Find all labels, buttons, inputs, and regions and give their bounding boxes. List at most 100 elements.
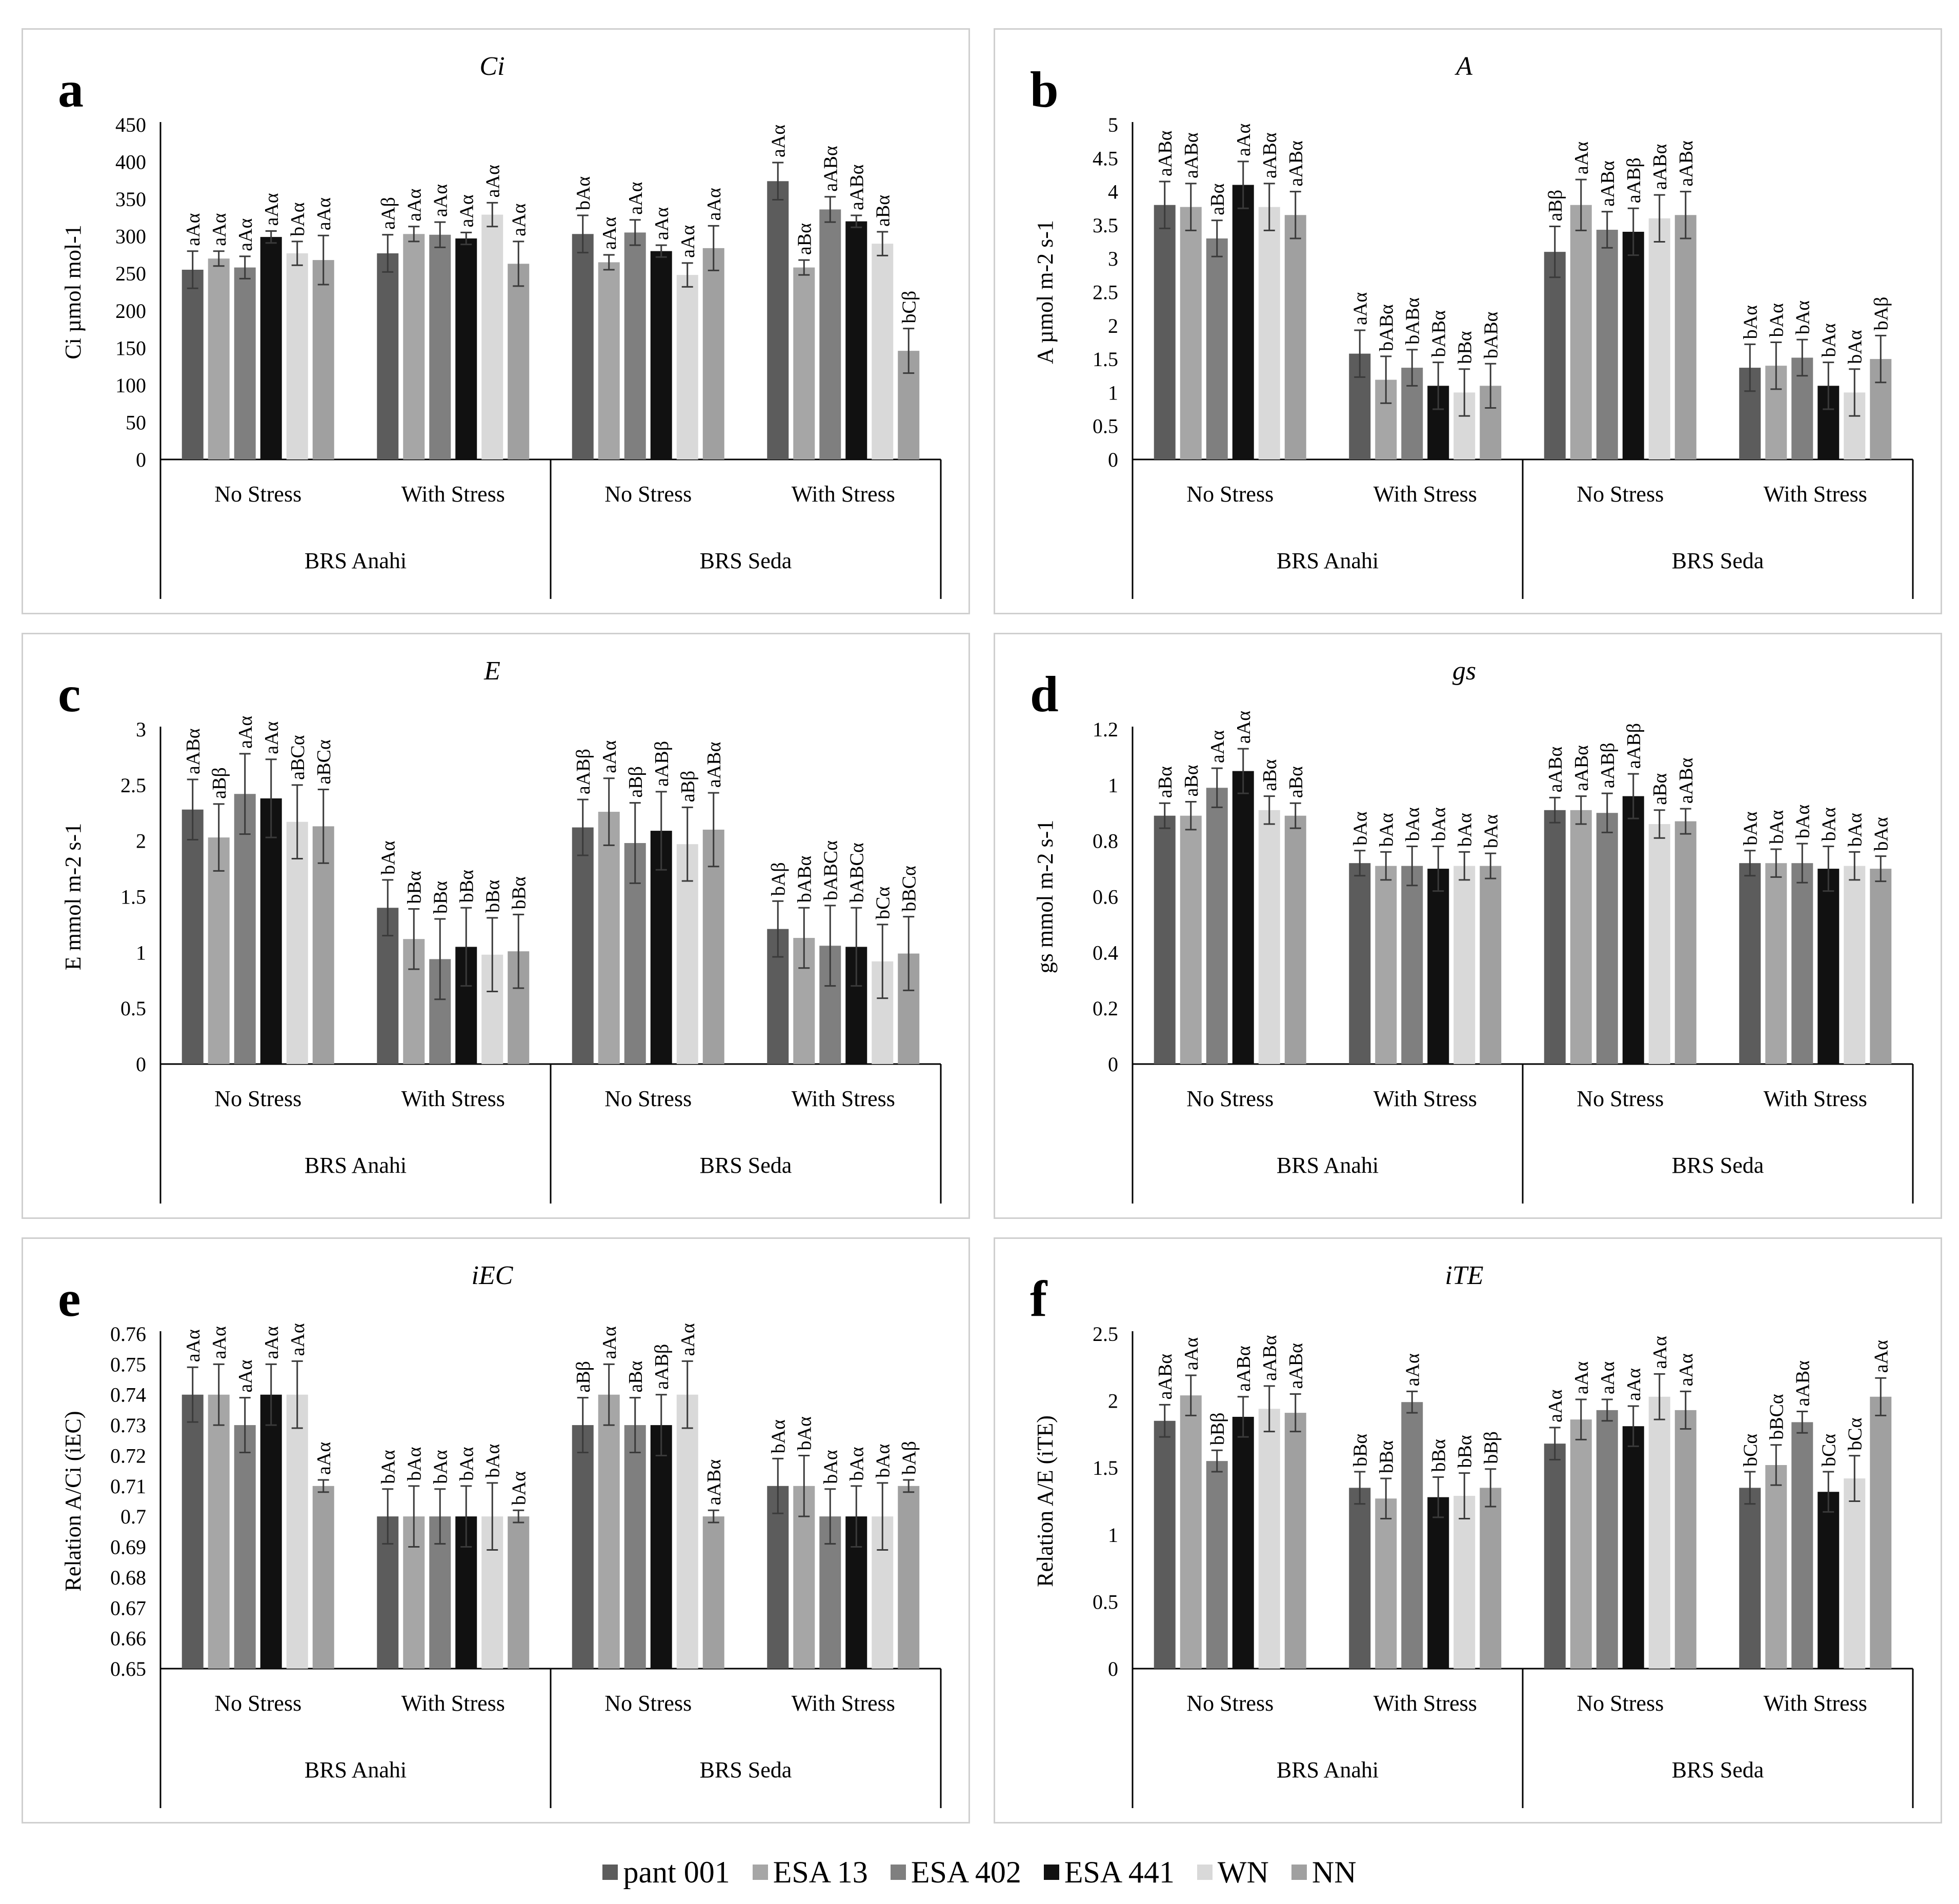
legend-item: WN: [1197, 1855, 1269, 1890]
panel-e: e iEC Relation A/Ci (iEC) 0.65 0.66 0.67 0.68 0…: [22, 1237, 970, 1823]
bar: [508, 264, 530, 459]
bar: [1648, 824, 1670, 1064]
data-label: bAα: [1766, 303, 1787, 337]
y-tick-label: 1: [1108, 381, 1118, 404]
bar: [1817, 1492, 1840, 1669]
data-label: aBβ: [1545, 190, 1566, 222]
data-label: bBβ: [1207, 1413, 1228, 1446]
data-label: aABα: [1285, 1343, 1307, 1389]
data-label: bBα: [508, 876, 530, 909]
data-label: aAα: [1571, 1361, 1592, 1394]
bar: [1453, 1496, 1476, 1669]
bar: [872, 244, 894, 459]
data-label: aBβ: [573, 1361, 594, 1393]
y-tick-label: 0.5: [1093, 415, 1118, 438]
data-label: bAα: [872, 1444, 894, 1477]
x-cultivar-label: BRS Seda: [700, 548, 792, 573]
data-label: bAα: [456, 1447, 477, 1480]
data-label: aAα: [1675, 1353, 1697, 1386]
data-label: aABα: [846, 164, 867, 210]
x-cultivar-label: BRS Anahi: [305, 1153, 407, 1178]
bar: [1739, 863, 1761, 1064]
data-label: aAα: [235, 716, 256, 749]
y-tick-label: 1: [136, 941, 146, 964]
panel-a: a Ci Ci µmol mol-1 0 50 100 150 200 250 300 350 400…: [22, 28, 970, 614]
data-label: aBα: [794, 223, 815, 255]
data-label: aAα: [235, 1359, 256, 1392]
data-label: bBCα: [898, 866, 920, 912]
data-label: aBα: [872, 195, 894, 227]
bar: [1375, 866, 1397, 1064]
data-label: aABα: [820, 146, 841, 192]
data-label: aAα: [599, 740, 620, 773]
y-tick-label: 0.74: [110, 1384, 146, 1407]
bar: [260, 237, 282, 459]
data-label: aAα: [1402, 1353, 1423, 1386]
x-subgroup-label: With Stress: [792, 1086, 895, 1111]
bar: [676, 1394, 698, 1669]
data-label: bCα: [1740, 1434, 1761, 1467]
chart-title: E: [483, 656, 500, 686]
bar: [624, 1425, 646, 1669]
bar: [1648, 218, 1670, 459]
y-tick-label: 3: [1108, 247, 1118, 270]
bar: [1206, 1461, 1228, 1669]
chart-b: b A A µmol m-2 s-1 0 0.5 1 1.5 2 2.5 3 3.5 4 4.5 5 aAB…: [1030, 52, 1914, 599]
data-label: aAα: [183, 1329, 204, 1362]
y-tick-label: 2.5: [120, 774, 146, 797]
bar: [181, 809, 204, 1064]
data-label: aBCα: [313, 739, 335, 785]
bar: [1232, 771, 1254, 1064]
data-label: bBα: [403, 871, 425, 904]
x-subgroup-label: No Stress: [214, 482, 301, 507]
bar: [1232, 185, 1254, 459]
data-label: bAα: [1870, 817, 1892, 851]
y-tick-label: 0.7: [120, 1505, 146, 1528]
data-label: aAα: [261, 721, 282, 754]
y-tick-label: 0.6: [1093, 886, 1118, 909]
data-label: bAα: [573, 176, 594, 210]
x-subgroup-label: No Stress: [1186, 1086, 1274, 1111]
data-label: aAα: [403, 188, 425, 221]
data-label: bAα: [820, 1450, 841, 1484]
data-label: bAα: [1844, 330, 1866, 364]
y-tick-label: 0.71: [110, 1475, 146, 1498]
bar: [1180, 815, 1202, 1064]
bar: [1480, 866, 1502, 1064]
data-label: aABα: [1259, 132, 1281, 178]
y-tick-label: 0: [136, 1053, 146, 1076]
bar: [1817, 869, 1840, 1064]
bar: [1480, 1488, 1502, 1669]
bar: [1570, 810, 1592, 1064]
bar: [1596, 1410, 1618, 1669]
data-label: aAα: [456, 194, 477, 227]
bar: [1180, 207, 1202, 459]
data-label: aAα: [287, 1323, 309, 1356]
data-label: bAα: [1376, 813, 1397, 847]
bar: [1544, 1444, 1566, 1669]
data-label: aABβ: [573, 749, 594, 794]
y-tick-label: 250: [115, 262, 146, 285]
bar: [1427, 1497, 1449, 1669]
data-label: bAα: [1844, 813, 1866, 847]
data-label: aAα: [1571, 142, 1592, 174]
legend-swatch: [602, 1865, 618, 1880]
bar: [260, 798, 282, 1064]
data-label: bBα: [482, 880, 503, 913]
legend-label: WN: [1217, 1855, 1269, 1889]
x-subgroup-label: With Stress: [401, 1086, 505, 1111]
bar: [1870, 1396, 1892, 1669]
bar: [234, 794, 256, 1064]
legend-item: ESA 441: [1043, 1855, 1175, 1890]
y-tick-label: 1: [1108, 774, 1118, 797]
data-label: bABα: [1402, 297, 1423, 345]
y-tick-label: 5: [1108, 113, 1118, 136]
y-tick-label: 1.2: [1093, 718, 1118, 741]
y-tick-label: 0.73: [110, 1414, 146, 1437]
legend-label: ESA 402: [911, 1855, 1021, 1889]
bar: [286, 253, 308, 459]
bar: [624, 232, 646, 459]
data-label: aBα: [1285, 766, 1307, 798]
data-label: bAα: [1454, 813, 1476, 847]
